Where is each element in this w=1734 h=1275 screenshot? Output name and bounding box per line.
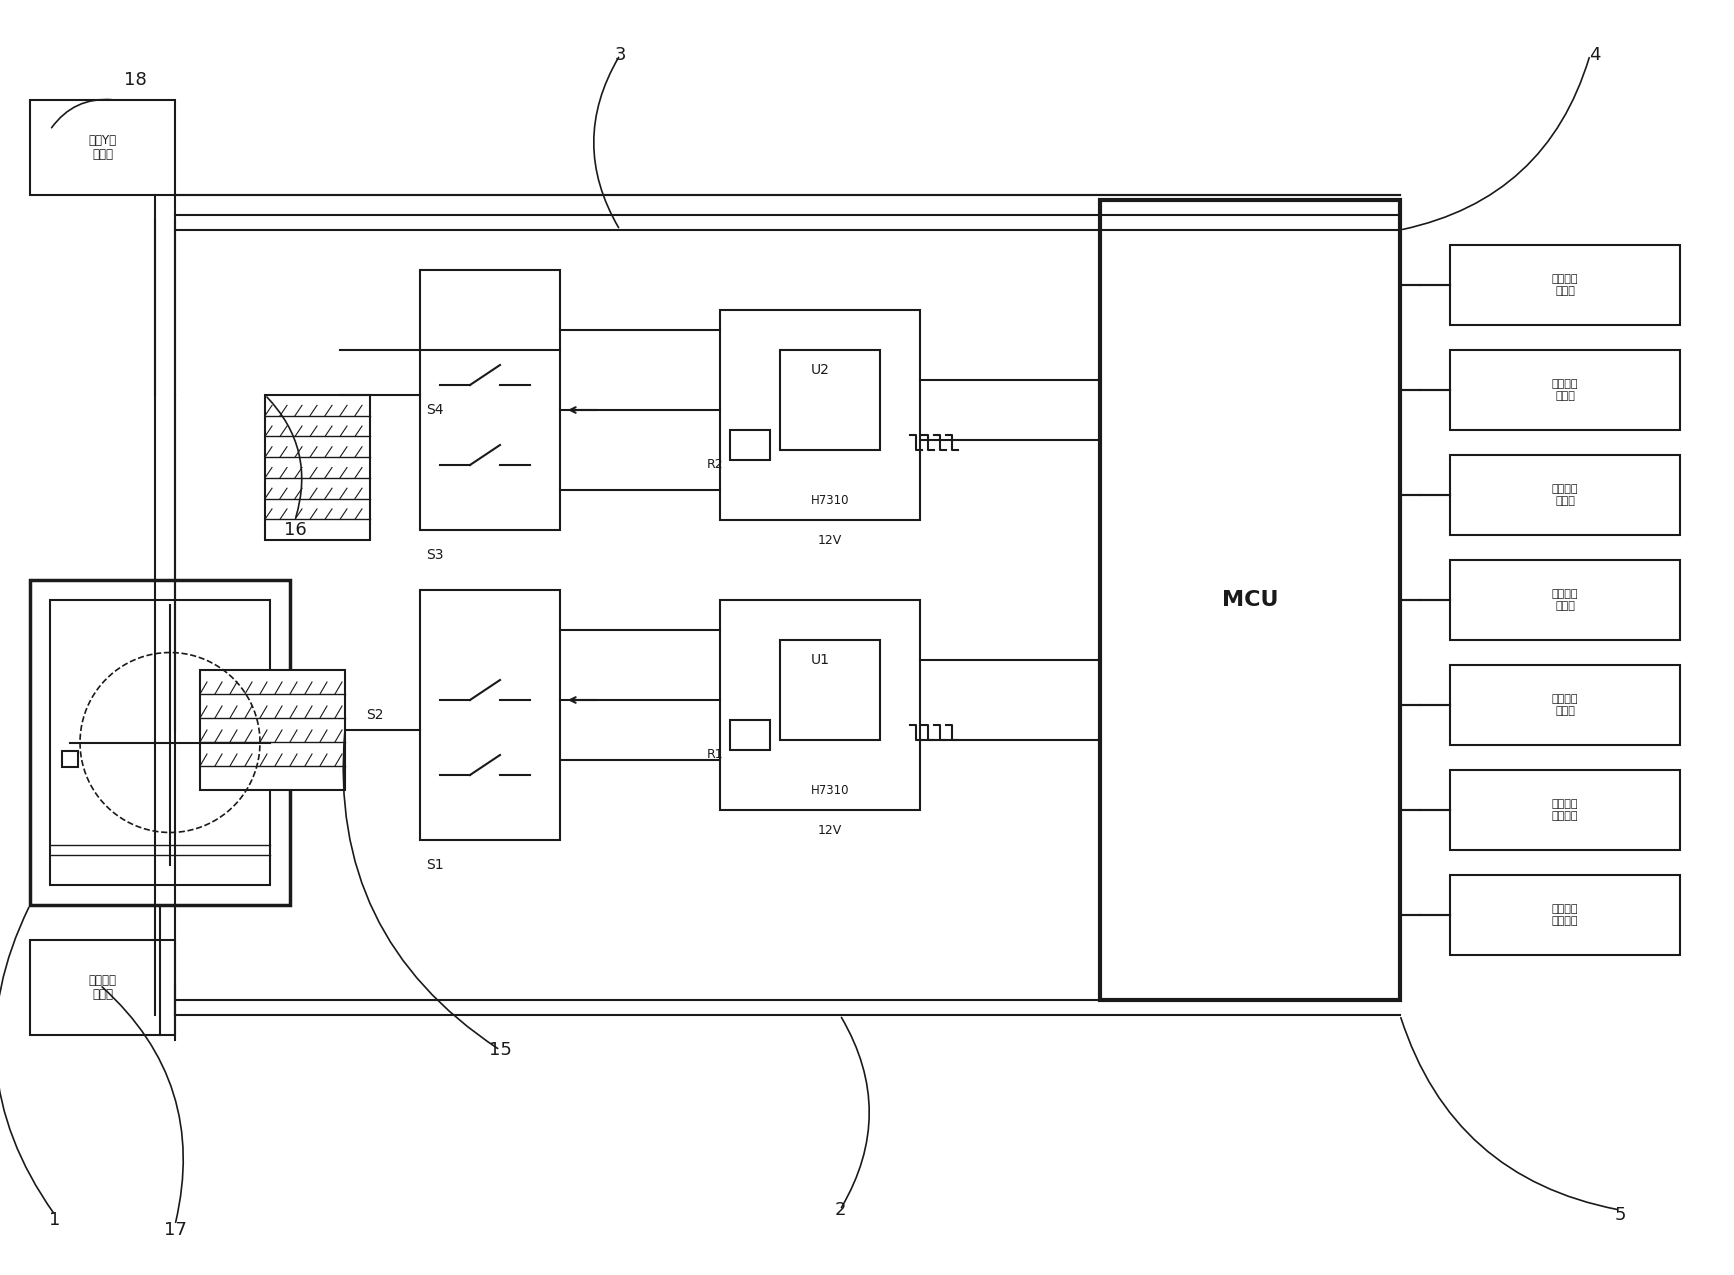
Text: 16: 16 bbox=[284, 521, 307, 539]
Bar bbox=[1450, 351, 1680, 430]
Text: 后排右压
传感器: 后排右压 传感器 bbox=[1552, 694, 1578, 715]
Text: 12V: 12V bbox=[818, 824, 843, 836]
Bar bbox=[29, 940, 175, 1035]
Text: 制动压力
传感器: 制动压力 传感器 bbox=[1552, 379, 1578, 400]
Text: 5: 5 bbox=[1614, 1206, 1626, 1224]
Bar bbox=[1450, 666, 1680, 745]
Bar bbox=[265, 395, 369, 541]
Text: S1: S1 bbox=[427, 858, 444, 872]
Text: U1: U1 bbox=[810, 653, 829, 667]
Text: 2: 2 bbox=[834, 1201, 846, 1219]
Bar bbox=[1450, 875, 1680, 955]
Text: 12V: 12V bbox=[818, 533, 843, 547]
Bar bbox=[199, 669, 345, 790]
Bar bbox=[29, 580, 290, 905]
Text: 1: 1 bbox=[49, 1211, 61, 1229]
Bar bbox=[1450, 245, 1680, 325]
Text: 15: 15 bbox=[489, 1040, 512, 1060]
Bar bbox=[1450, 770, 1680, 850]
Bar bbox=[1099, 200, 1399, 1000]
Bar bbox=[780, 351, 879, 450]
Text: U2: U2 bbox=[810, 363, 829, 377]
Text: S4: S4 bbox=[427, 403, 444, 417]
Bar bbox=[1450, 455, 1680, 536]
Bar bbox=[420, 270, 560, 530]
Bar bbox=[50, 601, 271, 885]
Bar bbox=[730, 430, 770, 460]
Text: 水平角度
传感器: 水平角度 传感器 bbox=[1552, 274, 1578, 296]
Bar bbox=[720, 310, 921, 520]
Bar bbox=[420, 590, 560, 840]
Text: 4: 4 bbox=[1590, 46, 1600, 64]
Text: 17: 17 bbox=[163, 1221, 187, 1239]
Text: MCU: MCU bbox=[1222, 590, 1278, 609]
Text: 本车传感
传感器: 本车传感 传感器 bbox=[88, 974, 116, 1001]
Bar bbox=[62, 751, 78, 766]
Bar bbox=[720, 601, 921, 810]
Text: S3: S3 bbox=[427, 548, 444, 562]
Text: 方向盘角
度传感器: 方向盘角 度传感器 bbox=[1552, 904, 1578, 926]
Text: H7310: H7310 bbox=[812, 784, 850, 797]
Text: 本车Y轴
传感器: 本车Y轴 传感器 bbox=[88, 134, 116, 162]
Text: S2: S2 bbox=[366, 708, 383, 722]
Text: 18: 18 bbox=[123, 71, 146, 89]
Text: H7310: H7310 bbox=[812, 493, 850, 506]
Bar bbox=[730, 720, 770, 750]
Bar bbox=[780, 640, 879, 739]
Bar bbox=[1450, 560, 1680, 640]
Text: 后备轴压
力传感器: 后备轴压 力传感器 bbox=[1552, 799, 1578, 821]
Bar bbox=[29, 99, 175, 195]
Bar bbox=[262, 751, 277, 766]
Text: R2: R2 bbox=[707, 459, 723, 472]
Text: 后排左压
传感器: 后排左压 传感器 bbox=[1552, 484, 1578, 506]
Text: 后排中压
传感器: 后排中压 传感器 bbox=[1552, 589, 1578, 611]
Text: 3: 3 bbox=[614, 46, 626, 64]
Text: R1: R1 bbox=[707, 748, 723, 761]
